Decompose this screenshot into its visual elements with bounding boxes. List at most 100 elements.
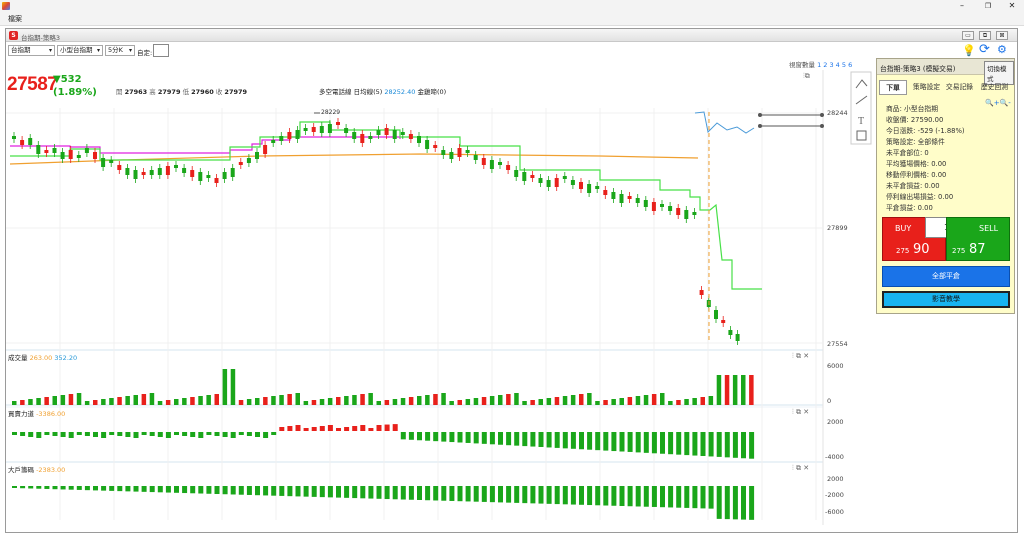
candle-body <box>489 160 494 169</box>
candle-body <box>246 158 251 163</box>
candle-body <box>44 150 49 153</box>
close-all-label: 全部平倉 <box>932 272 960 280</box>
refresh-icon[interactable]: ⟳ <box>979 42 990 57</box>
buysell-bar <box>84 432 90 436</box>
trendline-tool-icon[interactable] <box>855 79 868 89</box>
buysell-bar <box>352 426 358 431</box>
volume-bar <box>668 401 673 405</box>
ray-tool-icon[interactable] <box>855 95 868 105</box>
bigplayer-bar <box>255 486 260 496</box>
tab-order[interactable]: 下單 <box>879 80 907 95</box>
bigplayer-bar <box>198 486 204 494</box>
volume-pane-name: 成交量 <box>8 354 28 362</box>
tab-backtest[interactable]: 歷史回測 <box>980 83 1009 91</box>
volume-bar <box>741 375 746 405</box>
candle-body <box>546 180 551 187</box>
candle-body <box>651 202 656 211</box>
buysell-bar <box>457 432 463 443</box>
bigplayer-tick-1: 2000 <box>827 475 844 483</box>
candle-body <box>295 130 300 139</box>
video-tutorial-button[interactable]: 影音教學 <box>882 291 1010 308</box>
bigplayer-bar <box>93 486 98 491</box>
ask-big: 87 <box>969 242 986 257</box>
tab-strategy-settings[interactable]: 策略設定 <box>912 83 941 91</box>
bigplayer-bar <box>579 486 584 505</box>
buysell-bar <box>441 432 447 442</box>
bigplayer-bar <box>392 486 398 500</box>
view-count-options[interactable]: 1 2 3 4 5 6 <box>817 61 853 69</box>
drawn-hline-1-handle[interactable] <box>758 113 762 117</box>
zoom-icons[interactable]: 🔍+🔍- <box>985 99 1011 107</box>
inner-close-button[interactable]: ⊠ <box>996 31 1008 40</box>
candle-body <box>506 165 511 170</box>
volume-bar <box>206 395 211 405</box>
buysell-bar <box>392 424 398 431</box>
bigplayer-bar <box>376 486 382 499</box>
buysell-bar <box>230 432 236 438</box>
close-all-button[interactable]: 全部平倉 <box>882 266 1010 287</box>
candle-body <box>457 148 462 157</box>
strategy-logo-icon: S <box>9 31 18 40</box>
bigplayer-pane-name: 大戶籌碼 <box>8 466 34 474</box>
inner-restore-button[interactable]: ⧉ <box>979 31 991 40</box>
bigplayer-bar <box>84 486 90 491</box>
price-settings-icon[interactable]: ⫶⧉ <box>803 72 810 80</box>
candle-body <box>68 150 73 159</box>
buysell-bar <box>408 432 414 440</box>
volume-bar <box>246 399 252 405</box>
lightbulb-icon[interactable]: 💡 <box>962 44 976 57</box>
trash-icon[interactable] <box>856 130 867 141</box>
candle-body <box>360 134 365 143</box>
close-icon[interactable]: ✕ <box>1008 1 1016 10</box>
buysell-bar <box>222 432 228 437</box>
bigplayer-pane-icons[interactable]: ⫶ ⧉ ✕ <box>792 464 810 472</box>
minimize-icon[interactable]: – <box>960 1 964 10</box>
drawn-hline-2-handle[interactable] <box>758 124 762 128</box>
drawn-hline-2-handle-end[interactable] <box>820 124 824 128</box>
candle-body <box>721 320 726 323</box>
buysell-bar <box>344 427 350 431</box>
text-tool-icon[interactable]: T <box>858 116 864 127</box>
low-label: 低 <box>182 88 190 96</box>
buysell-bar <box>611 432 617 452</box>
buysell-bar <box>360 425 366 431</box>
volume-bar <box>570 395 576 405</box>
buysell-bar <box>133 432 139 438</box>
contract-select[interactable]: 小型台指期 <box>57 45 103 56</box>
volume-bar <box>190 397 195 405</box>
candle-body <box>352 132 357 139</box>
volume-bar <box>457 400 462 405</box>
restore-icon[interactable]: ❐ <box>984 2 992 10</box>
tab-trade-log[interactable]: 交易記錄 <box>945 83 974 91</box>
buysell-bar <box>635 432 641 453</box>
volume-bar <box>392 399 398 405</box>
volume-bar <box>660 393 665 405</box>
info-open-position: 未平倉部位: 0 <box>886 149 929 157</box>
product-select[interactable]: 台指期 <box>8 45 55 56</box>
buysell-bar <box>668 432 674 455</box>
candle-body <box>165 166 170 175</box>
candle-body <box>611 192 616 199</box>
bigplayer-bar <box>174 486 179 493</box>
candle-body <box>263 145 268 154</box>
buysell-pane-icons[interactable]: ⫶ ⧉ ✕ <box>792 408 810 416</box>
period-select[interactable]: 5分K <box>105 45 135 56</box>
user-settings-icon[interactable]: ⚙ <box>997 43 1007 56</box>
inner-window-title: 台指期-策略3 <box>21 34 60 42</box>
volume-bar <box>400 398 406 405</box>
volume-bar <box>319 399 325 405</box>
volume-pane-icons[interactable]: ⫶ ⧉ ✕ <box>792 352 810 360</box>
switch-mode-button[interactable]: 切換模式 <box>984 61 1014 85</box>
buysell-bar <box>101 432 107 438</box>
custom-period-input[interactable] <box>153 44 169 57</box>
buysell-bar <box>530 432 536 447</box>
short-stop-line <box>10 121 762 290</box>
menu-file[interactable]: 檔案 <box>8 15 22 23</box>
view-count: 視窗數量 1 2 3 4 5 6 <box>789 59 852 69</box>
sell-button[interactable]: SELL 275 87 <box>946 217 1010 261</box>
candle-body <box>481 158 486 165</box>
drawn-hline-1-handle-end[interactable] <box>820 113 824 117</box>
inner-minimize-button[interactable]: ▭ <box>962 31 974 40</box>
bigplayer-bar <box>522 486 528 504</box>
